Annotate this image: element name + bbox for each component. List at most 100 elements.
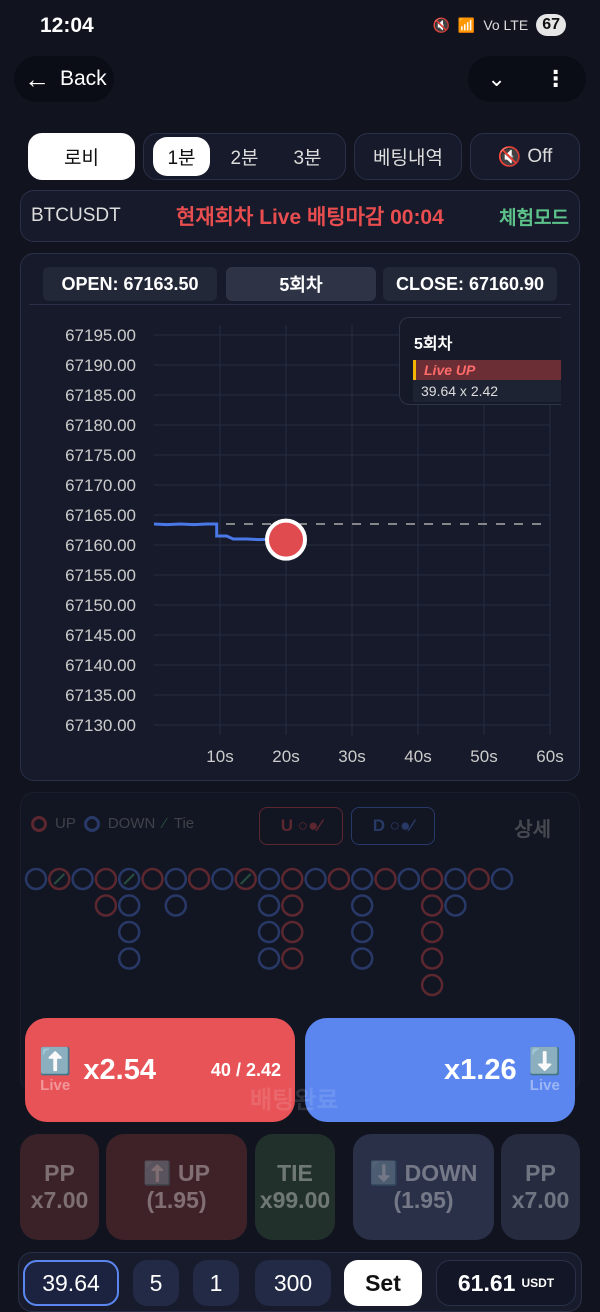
y-tick-label: 67170.00 [65,476,136,495]
down-bead [397,867,421,891]
down-bead [117,920,141,944]
down-bead [164,894,188,917]
betting-history-button[interactable]: 베팅내역 [354,133,462,180]
down-bead [24,867,48,891]
down-bead [117,894,141,917]
up-bead [420,920,444,944]
x-tick-label: 30s [338,747,365,766]
up-bead [420,894,444,917]
set-button[interactable]: Set [344,1260,422,1306]
down-multiplier: x1.26 [444,1053,517,1086]
down-legend-icon [83,815,100,832]
bet-option[interactable]: PP x7.00 [501,1134,580,1240]
price-line [153,522,287,542]
amount-input[interactable]: 39.64 [23,1260,119,1306]
header-actions: ⌄ ⋮ [468,56,586,102]
chip-5[interactable]: 5 [133,1260,179,1306]
y-tick-label: 67130.00 [65,716,136,735]
option-label: PP [44,1160,75,1186]
y-tick-label: 67190.00 [65,356,136,375]
up-pool-rate: 2.42 [245,1059,281,1080]
network-label: Vo LTE [483,17,529,33]
down-bead [117,867,141,891]
down-live-label: Live [529,1077,560,1094]
x-tick-label: 20s [272,747,299,766]
up-predict-button[interactable]: U ○●⁄ [259,807,343,845]
option-label: TIE [277,1160,313,1186]
legend-down: DOWN [107,815,156,832]
tab-lobby[interactable]: 로비 [28,133,135,180]
ticker-bar: BTCUSDT 현재회차 Live 배팅마감 00:04 체험모드 [20,190,580,242]
up-bead [420,973,444,997]
close-price: CLOSE: 67160.90 [383,267,557,301]
down-bead [257,947,281,970]
option-label: ⬆️ UP [143,1160,210,1186]
bead-road [24,867,514,997]
up-bead [281,894,304,917]
balance-value: 61.61 [457,1269,516,1296]
chevron-down-icon[interactable]: ⌄ [487,66,506,91]
up-live-label: Live [40,1077,71,1094]
up-bead [374,867,397,891]
up-bead [467,867,490,891]
down-predict-button[interactable]: D ○●⁄ [351,807,435,845]
back-label: Back [60,67,107,90]
tab-2min[interactable]: 2분 [230,148,259,169]
up-bead [420,867,444,891]
legend-up: UP [55,815,76,832]
bet-up-button[interactable]: ⬆️ Live x2.54 40 / 2.42 [25,1018,295,1122]
chip-300[interactable]: 300 [255,1260,331,1306]
chip-1[interactable]: 1 [193,1260,239,1306]
mode-badge: 체험모드 [499,207,569,229]
up-bead [281,947,304,970]
open-price: OPEN: 67163.50 [43,267,217,301]
y-tick-label: 67155.00 [65,566,136,585]
current-price-marker [265,518,307,561]
tooltip-round: 5회차 [414,336,453,353]
bet-option[interactable]: ⬇️ DOWN (1.95) [353,1134,494,1240]
option-odds: x7.00 [511,1187,570,1213]
u-label: U [280,816,294,835]
sound-toggle[interactable]: 🔇 Off [470,133,580,180]
bet-option[interactable]: TIE x99.00 [255,1134,335,1240]
battery-indicator: 67 [536,14,566,36]
down-bead [444,867,467,891]
option-label: PP [525,1160,556,1186]
up-bead [281,920,304,944]
mute-icon: 🔇 [497,146,522,168]
down-bead [490,867,514,891]
detail-link[interactable]: 상세 [514,819,551,841]
d-label: D [372,816,386,835]
y-tick-label: 67160.00 [65,536,136,555]
x-tick-label: 40s [404,747,431,766]
x-tick-label: 60s [536,747,563,766]
bet-down-button[interactable]: x1.26 ⬇️ Live [305,1018,575,1122]
up-bead [281,867,304,891]
tab-3min[interactable]: 3분 [293,148,322,169]
balance-currency: USDT [521,1276,555,1290]
up-legend-icon [31,815,47,832]
y-tick-label: 67165.00 [65,506,136,525]
y-tick-label: 67150.00 [65,596,136,615]
down-bead [257,920,281,944]
option-odds: (1.95) [146,1187,207,1213]
tooltip-amount: 39.64 x 2.42 [413,380,561,402]
bet-option[interactable]: PP x7.00 [20,1134,99,1240]
more-vertical-icon[interactable]: ⋮ [544,66,567,91]
x-tick-label: 10s [206,747,233,766]
tie-mark [123,873,135,885]
down-bead [257,894,281,917]
up-multiplier: x2.54 [83,1053,156,1086]
bet-tooltip: 5회차 Live UP 39.64 x 2.42 [399,317,561,405]
wifi-icon: 📶 [457,16,476,33]
back-button[interactable]: ← Back [14,56,114,102]
y-tick-label: 67135.00 [65,686,136,705]
bet-option[interactable]: ⬆️ UP (1.95) [106,1134,247,1240]
round-label: 5회차 [226,267,376,301]
tab-1min[interactable]: 1분 [153,137,210,176]
arrow-down-icon: ⬇️ [528,1046,561,1076]
balance: 61.61 USDT [436,1260,576,1306]
legend-tie: Tie [173,815,195,832]
down-bead [350,894,374,917]
arrow-left-icon: ← [24,63,50,94]
